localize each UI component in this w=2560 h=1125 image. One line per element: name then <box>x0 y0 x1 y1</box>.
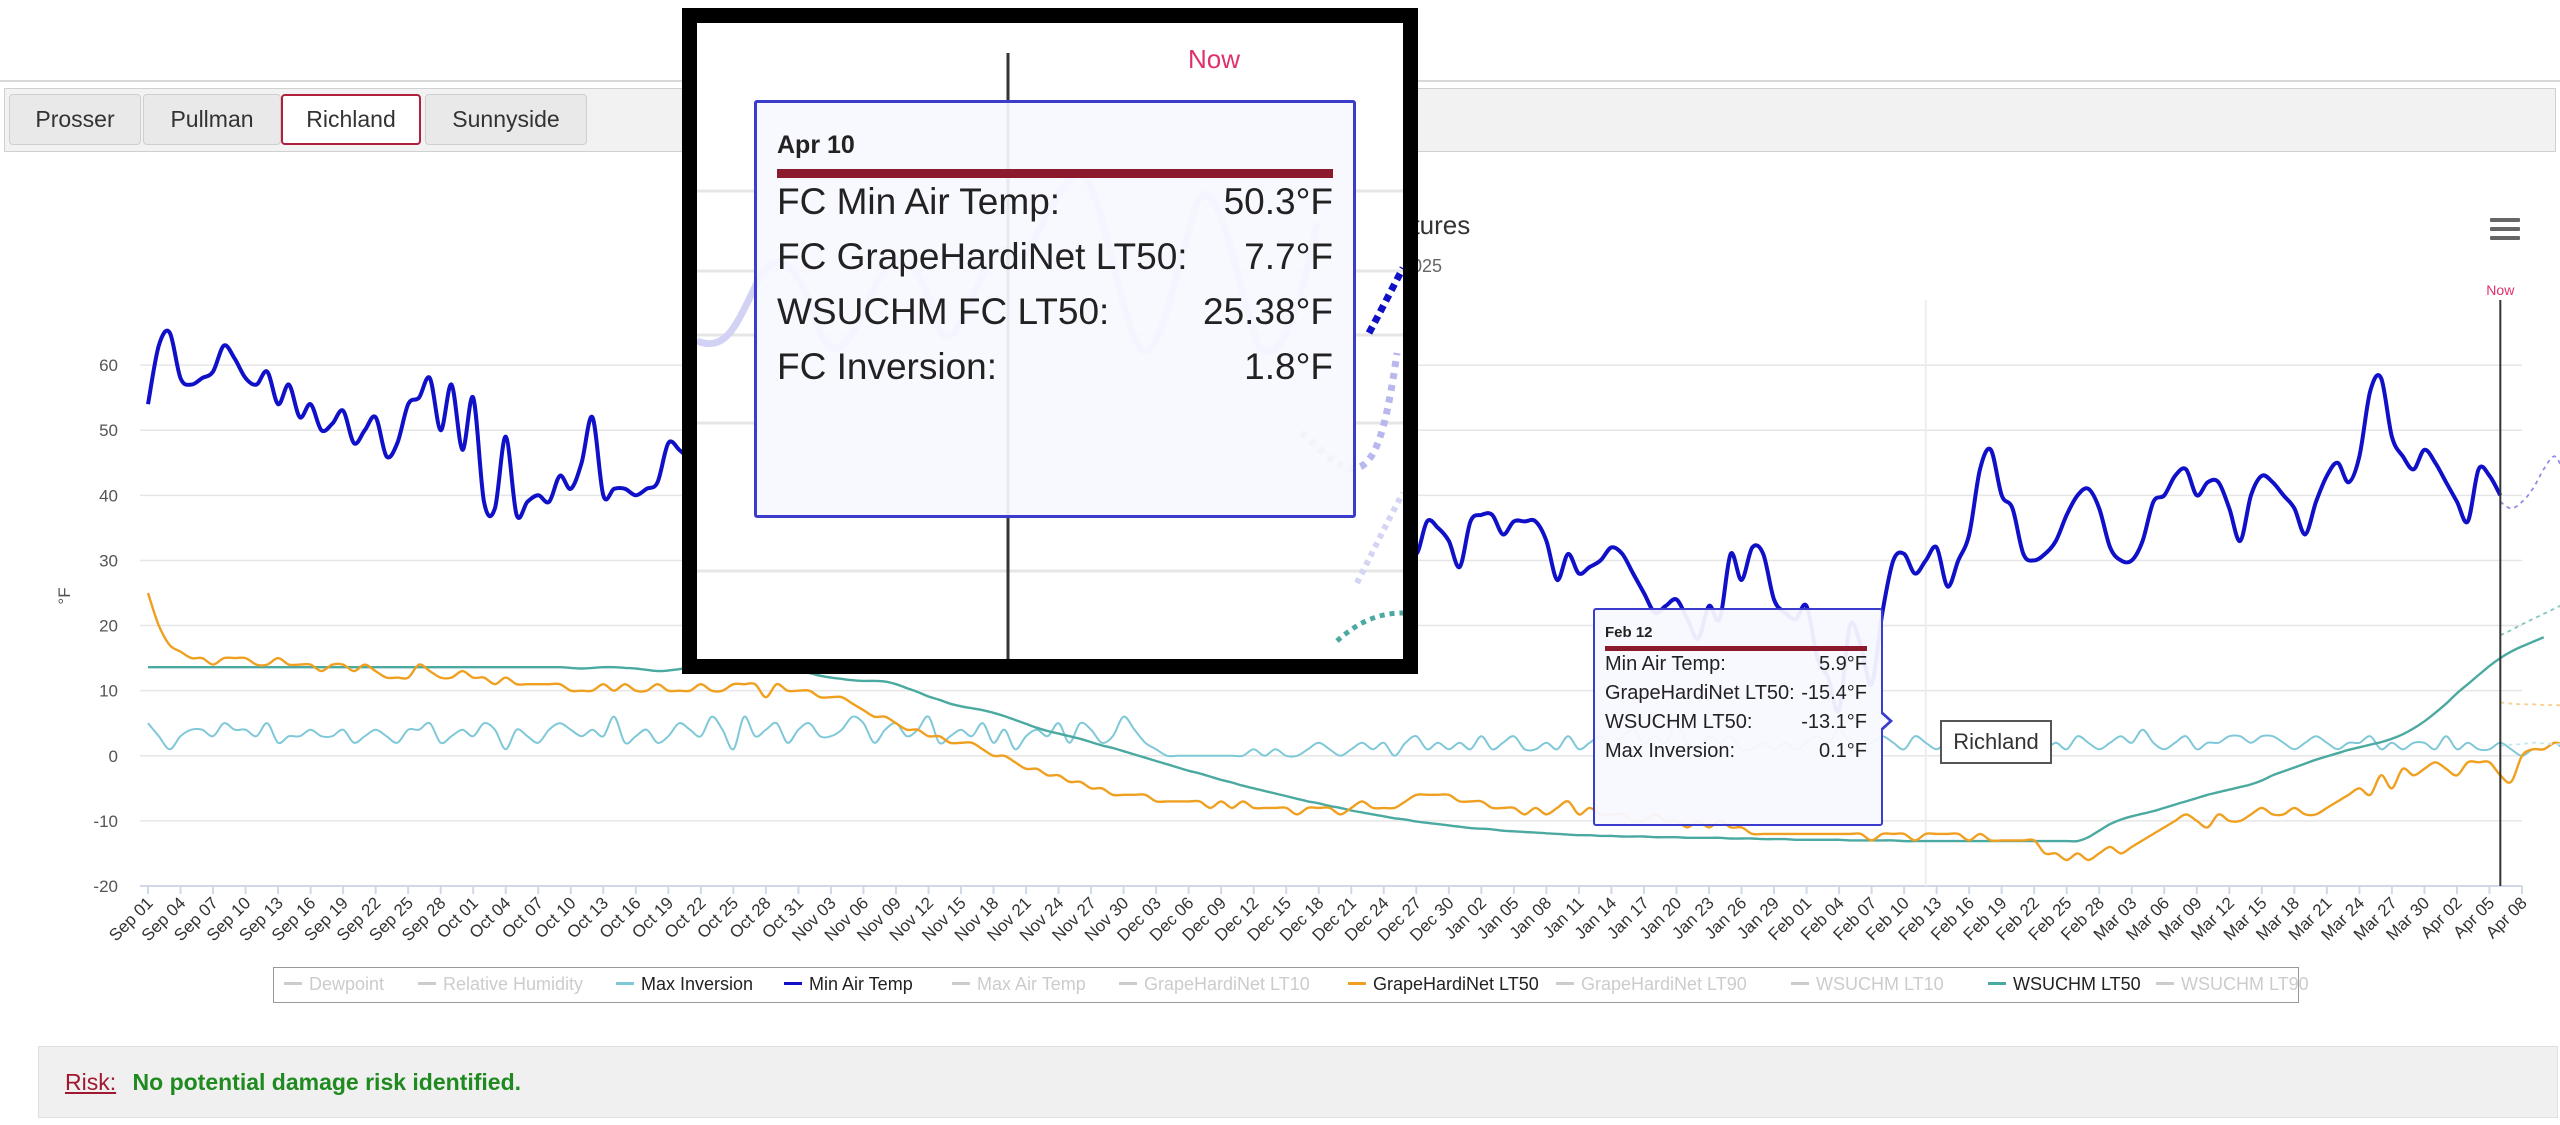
y-tick-label: 40 <box>99 486 118 505</box>
zoom-tooltip-row-label: FC Min Air Temp: <box>777 181 1061 222</box>
tooltip-divider <box>1605 646 1867 651</box>
legend-label: GrapeHardiNet LT90 <box>1581 974 1747 994</box>
tooltip-row-label: Max Inversion: <box>1605 740 1736 762</box>
tooltip-row: GrapeHardiNet LT50: -15.4°F <box>1605 682 1867 705</box>
legend-item-relative-humidity[interactable]: Relative Humidity <box>418 974 583 995</box>
tooltip-row-value: -13.1°F <box>1801 711 1867 733</box>
series-line-max-inversion <box>147 715 2560 758</box>
legend-item-grapehardinet-lt90[interactable]: GrapeHardiNet LT90 <box>1556 974 1747 995</box>
legend-item-wsuchm-lt50[interactable]: WSUCHM LT50 <box>1988 974 2141 995</box>
legend-symbol <box>1348 981 1366 985</box>
legend-symbol <box>1119 981 1137 985</box>
zoom-tooltip-divider <box>777 169 1333 178</box>
zoom-tooltip-row-value: 7.7°F <box>1244 236 1333 277</box>
legend-item-max-inversion[interactable]: Max Inversion <box>616 974 753 995</box>
y-tick-label: 30 <box>99 551 118 570</box>
risk-link[interactable]: Risk: <box>65 1069 117 1095</box>
tooltip-date: Feb 12 <box>1605 624 1653 641</box>
legend-item-min-air-temp[interactable]: Min Air Temp <box>784 974 913 995</box>
legend-item-grapehardinet-lt10[interactable]: GrapeHardiNet LT10 <box>1119 974 1310 995</box>
zoom-tooltip-apr10: Apr 10 FC Min Air Temp: 50.3°F FC GrapeH… <box>754 100 1356 518</box>
zoom-tooltip-row-label: FC Inversion: <box>777 346 998 387</box>
series-name-label: Richland <box>1940 720 2052 764</box>
legend-label: Relative Humidity <box>443 974 584 994</box>
legend-symbol <box>952 981 970 985</box>
y-axis-label: °F <box>55 587 74 604</box>
tooltip-row: WSUCHM LT50: -13.1°F <box>1605 711 1867 734</box>
legend-label: Max Air Temp <box>977 974 1086 994</box>
legend-item-max-air-temp[interactable]: Max Air Temp <box>952 974 1086 995</box>
tooltip-feb12: Feb 12 Min Air Temp: 5.9°F GrapeHardiNet… <box>1593 608 1883 826</box>
tooltip-row-value: 0.1°F <box>1818 740 1867 762</box>
legend-symbol <box>418 981 436 985</box>
legend-label: Dewpoint <box>309 974 385 994</box>
tooltip-row-label: WSUCHM LT50: <box>1605 711 1753 733</box>
zoom-tooltip-row-value: 1.8°F <box>1244 346 1333 387</box>
legend-label: WSUCHM LT50 <box>2013 974 2141 994</box>
legend-symbol <box>784 981 802 985</box>
tab-richland[interactable]: Richland <box>281 94 421 145</box>
zoom-tooltip-row: FC Inversion: 1.8°F <box>777 346 1333 388</box>
legend-item-dewpoint[interactable]: Dewpoint <box>284 974 384 995</box>
risk-status: No potential damage risk identified. <box>132 1069 522 1095</box>
legend-symbol <box>284 981 302 985</box>
legend-symbol <box>1791 981 1809 985</box>
forecast-line-fc-min-air-temp <box>2499 455 2560 510</box>
zoom-tooltip-row: FC Min Air Temp: 50.3°F <box>777 181 1333 223</box>
tooltip-row-value: -15.4°F <box>1801 682 1867 704</box>
forecast-line-fc-grapehardinet-lt50 <box>2500 701 2560 707</box>
legend-label: WSUCHM LT90 <box>2181 974 2309 994</box>
y-tick-label: 20 <box>99 617 118 636</box>
tab-prosser[interactable]: Prosser <box>9 94 141 145</box>
tooltip-arrow-inner <box>1879 712 1889 730</box>
zoom-now-label: Now <box>1188 44 1241 74</box>
legend-item-wsuchm-lt10[interactable]: WSUCHM LT10 <box>1791 974 1944 995</box>
now-label: Now <box>2486 282 2515 298</box>
y-tick-label: -10 <box>93 812 118 831</box>
zoom-tooltip-row-label: FC GrapeHardiNet LT50: <box>777 236 1188 277</box>
zoom-tooltip-row-value: 25.38°F <box>1203 291 1333 332</box>
zoom-highlight-point <box>1365 266 1403 335</box>
zoom-fc-min-air-temp-tail <box>1354 491 1403 585</box>
legend-symbol <box>1988 981 2006 985</box>
tooltip-row-value: 5.9°F <box>1818 653 1867 675</box>
tooltip-row: Max Inversion: 0.1°F <box>1605 740 1867 763</box>
legend-label: Max Inversion <box>641 974 754 994</box>
risk-panel: Risk: No potential damage risk identifie… <box>38 1046 2558 1118</box>
legend-label: GrapeHardiNet LT10 <box>1144 974 1310 994</box>
zoom-tooltip-row-label: WSUCHM FC LT50: <box>777 291 1110 332</box>
y-tick-label: 50 <box>99 421 118 440</box>
tooltip-row: Min Air Temp: 5.9°F <box>1605 653 1867 676</box>
legend-symbol <box>1556 981 1574 985</box>
forecast-line-fc-wsuchm-lt50 <box>2499 604 2560 637</box>
zoom-tooltip-row-value: 50.3°F <box>1223 181 1333 222</box>
forecast-line-fc-inversion <box>2500 741 2560 747</box>
y-tick-label: 60 <box>99 356 118 375</box>
tab-pullman[interactable]: Pullman <box>143 94 281 145</box>
legend-item-wsuchm-lt90[interactable]: WSUCHM LT90 <box>2156 974 2309 995</box>
tooltip-row-label: Min Air Temp: <box>1605 653 1726 675</box>
y-tick-label: -20 <box>93 877 118 896</box>
series-line-wsuchm-lt50 <box>147 636 2545 843</box>
y-tick-label: 10 <box>99 682 118 701</box>
zoom-tooltip-date: Apr 10 <box>777 131 855 159</box>
hamburger-menu-icon[interactable] <box>2490 218 2520 244</box>
zoom-tooltip-row: FC GrapeHardiNet LT50: 7.7°F <box>777 236 1333 278</box>
series-line-grapehardinet-lt50 <box>146 592 2560 862</box>
legend-label: WSUCHM LT10 <box>1816 974 1944 994</box>
legend-item-grapehardinet-lt50[interactable]: GrapeHardiNet LT50 <box>1348 974 1539 995</box>
zoom-tooltip-row: WSUCHM FC LT50: 25.38°F <box>777 291 1333 333</box>
legend-label: Min Air Temp <box>809 974 913 994</box>
legend-symbol <box>616 981 634 985</box>
y-tick-label: 0 <box>109 747 118 766</box>
legend-symbol <box>2156 981 2174 985</box>
tooltip-row-label: GrapeHardiNet LT50: <box>1605 682 1795 704</box>
tab-sunnyside[interactable]: Sunnyside <box>425 94 587 145</box>
zoom-fc-wsuchm-line <box>1335 610 1403 643</box>
chart-legend: Dewpoint Relative Humidity Max Inversion Mi… <box>273 967 2309 1003</box>
legend-label: GrapeHardiNet LT50 <box>1373 974 1539 994</box>
